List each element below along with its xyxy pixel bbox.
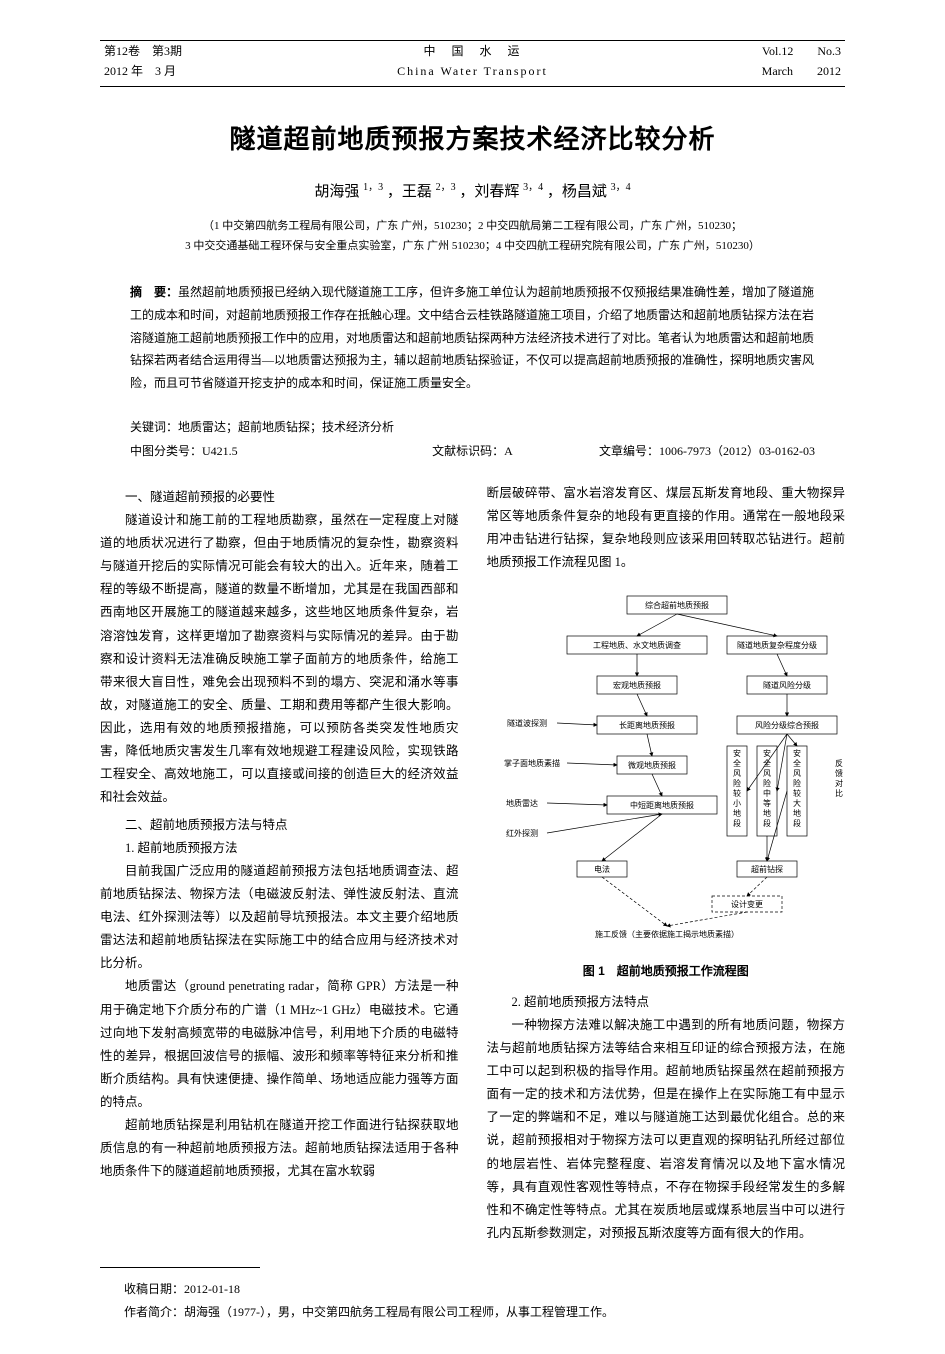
author-bio-line: 作者简介：胡海强（1977-），男，中交第四航务工程局有限公司工程师，从事工程管… [100,1301,845,1324]
svg-text:险: 险 [793,778,801,788]
svg-text:中短距离地质预报: 中短距离地质预报 [630,800,694,810]
svg-text:隧道波探测: 隧道波探测 [507,718,547,728]
doc-code-value: A [504,444,513,458]
author-list: 胡海强 1，3 ，王磊 2，3 ，刘春辉 3，4 ，杨昌斌 3，4 [100,179,845,206]
svg-text:红外探测: 红外探测 [506,828,538,838]
svg-text:地: 地 [763,808,771,818]
doc-code-label: 文献标识码： [432,444,504,458]
header-vol-issue: 第12卷 第3期 [100,41,346,61]
svg-text:全: 全 [733,758,741,768]
svg-text:对: 对 [835,778,843,788]
column-right: 断层破碎带、富水岩溶发育区、煤层瓦斯发育地段、重大物探异常区等地质条件复杂的地段… [487,482,846,1245]
section-2-p2: 地质雷达（ground penetrating radar，简称 GPR）方法是… [100,975,459,1114]
section-2-head: 二、超前地质预报方法与特点 [100,814,459,837]
svg-text:地: 地 [793,808,801,818]
figure-1: 综合超前地质预报工程地质、水文地质调查 隧道地质复杂程度分级宏观地质预报 隧道风险分… [487,586,846,982]
keywords-text: 地质雷达；超前地质钻探；技术经济分析 [178,420,394,434]
footer-separator [100,1267,260,1268]
svg-text:地: 地 [733,808,741,818]
section-1-body: 隧道设计和施工前的工程地质勘察，虽然在一定程度上对隧道的地质状况进行了勘察，但由… [100,509,459,810]
svg-text:较: 较 [733,788,741,798]
header-month-year: March 2012 [599,61,845,81]
svg-text:地质雷达: 地质雷达 [506,798,538,808]
svg-text:综合超前地质预报: 综合超前地质预报 [645,600,709,610]
right-p1: 断层破碎带、富水岩溶发育区、煤层瓦斯发育地段、重大物探异常区等地质条件复杂的地段… [487,482,846,575]
svg-text:大: 大 [793,798,801,808]
received-date: 2012-01-18 [184,1282,240,1296]
svg-text:工程地质、水文地质调查: 工程地质、水文地质调查 [593,640,681,650]
svg-text:微观地质预报: 微观地质预报 [628,760,676,770]
keywords-label: 关键词： [130,420,178,434]
svg-text:隧道地质复杂程度分级: 隧道地质复杂程度分级 [737,640,817,650]
svg-text:施工反馈（主要依据施工揭示地质素描）: 施工反馈（主要依据施工揭示地质素描） [595,929,739,939]
svg-text:小: 小 [733,799,741,808]
clc-value: U421.5 [202,444,238,458]
svg-text:较: 较 [793,788,801,798]
subsection-2-2-head: 2. 超前地质预报方法特点 [487,991,846,1014]
svg-text:安: 安 [733,748,741,758]
svg-text:掌子面地质素描: 掌子面地质素描 [504,758,560,768]
section-1-head: 一、隧道超前预报的必要性 [100,486,459,509]
svg-text:风险分级综合预报: 风险分级综合预报 [755,720,819,730]
column-left: 一、隧道超前预报的必要性 隧道设计和施工前的工程地质勘察，虽然在一定程度上对隧道… [100,482,459,1245]
svg-text:中: 中 [763,788,771,798]
svg-text:反: 反 [835,758,843,768]
svg-text:风: 风 [733,769,741,778]
svg-text:全: 全 [793,758,801,768]
clc-label: 中图分类号： [130,444,202,458]
svg-text:段: 段 [733,818,741,828]
classification-row: 中图分类号：U421.5 文献标识码：A 文章编号：1006-7973（2012… [130,441,815,461]
svg-text:险: 险 [763,778,771,788]
section-2-p1: 目前我国广泛应用的隧道超前预报方法包括地质调查法、超前地质钻探法、物探方法（电磁… [100,860,459,976]
svg-text:超前钻探: 超前钻探 [751,864,783,874]
svg-text:设计变更: 设计变更 [731,899,763,909]
received-label: 收稿日期： [124,1282,184,1296]
flowchart-svg: 综合超前地质预报工程地质、水文地质调查 隧道地质复杂程度分级宏观地质预报 隧道风险分… [487,586,846,946]
svg-text:段: 段 [793,818,801,828]
figure-1-caption: 图 1 超前地质预报工作流程图 [487,960,846,982]
journal-name-cn: 中 国 水 运 [346,41,599,61]
svg-text:风: 风 [763,769,771,778]
svg-text:安: 安 [793,748,801,758]
article-no-label: 文章编号： [599,444,659,458]
journal-name-en: China Water Transport [346,61,599,81]
svg-text:馈: 馈 [835,768,843,778]
received-line: 收稿日期：2012-01-18 [100,1278,845,1301]
keywords-line: 关键词：地质雷达；超前地质钻探；技术经济分析 [130,417,815,437]
subsection-2-1-head: 1. 超前地质预报方法 [100,837,459,860]
journal-header: 第12卷 第3期 中 国 水 运 Vol.12 No.3 2012 年 3 月 … [100,41,845,82]
abstract-text: 虽然超前地质预报已经纳入现代隧道施工工序，但许多施工单位认为超前地质预报不仅预报… [130,285,814,390]
svg-text:险: 险 [733,778,741,788]
affiliations: （1 中交第四航务工程局有限公司，广东 广州，510230；2 中交四航局第二工… [100,217,845,257]
svg-text:宏观地质预报: 宏观地质预报 [613,680,661,690]
svg-text:风: 风 [793,769,801,778]
header-year-month: 2012 年 3 月 [100,61,346,81]
svg-text:等: 等 [763,798,771,808]
abstract: 摘 要：虽然超前地质预报已经纳入现代隧道施工工序，但许多施工单位认为超前地质预报… [130,281,815,395]
svg-text:比: 比 [835,788,843,798]
abstract-label: 摘 要： [130,285,178,299]
article-no-value: 1006-7973（2012）03-0162-03 [659,444,815,458]
author-bio-text: 胡海强（1977-），男，中交第四航务工程局有限公司工程师，从事工程管理工作。 [184,1305,614,1319]
paper-title: 隧道超前地质预报方案技术经济比较分析 [100,117,845,161]
svg-text:电法: 电法 [594,864,610,874]
right-p2: 一种物探方法难以解决施工中遇到的所有地质问题，物探方法与超前地质钻探方法等结合来… [487,1014,846,1245]
svg-text:段: 段 [763,818,771,828]
svg-text:安: 安 [763,748,771,758]
svg-text:长距离地质预报: 长距离地质预报 [619,720,675,730]
header-vol-no: Vol.12 No.3 [599,41,845,61]
svg-text:隧道风险分级: 隧道风险分级 [763,680,811,690]
section-2-p3: 超前地质钻探是利用钻机在隧道开挖工作面进行钻探获取地质信息的有一种超前地质预报方… [100,1114,459,1183]
author-bio-label: 作者简介： [124,1305,184,1319]
